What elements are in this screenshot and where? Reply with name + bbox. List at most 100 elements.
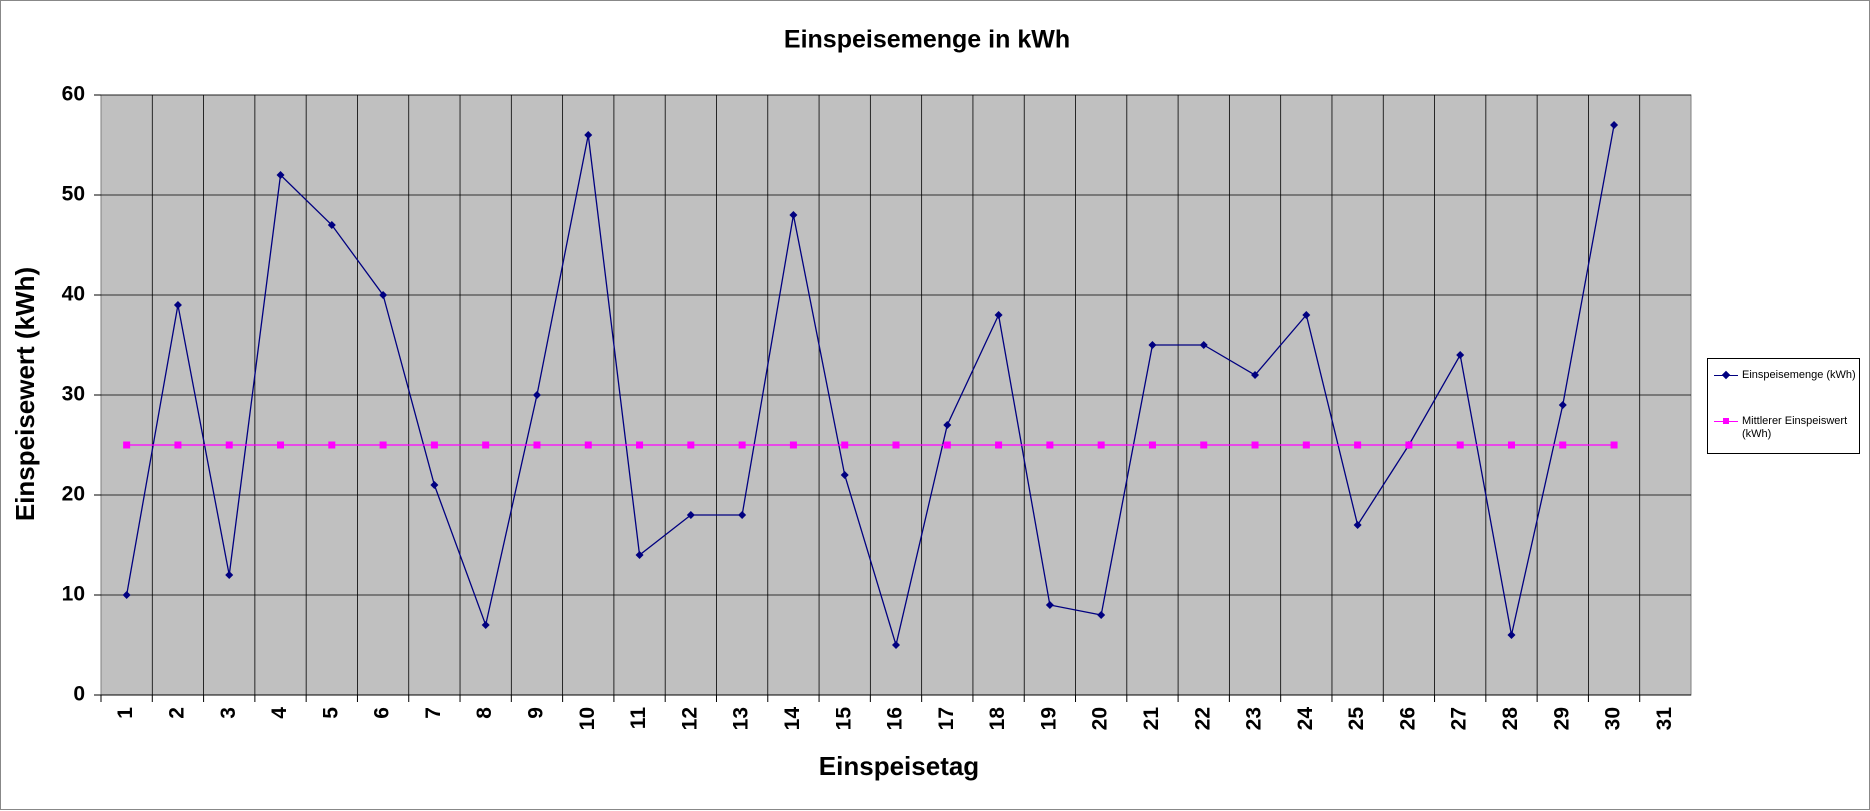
x-tick-label: 17 — [935, 707, 958, 730]
marker — [635, 551, 644, 559]
marker — [892, 441, 900, 449]
legend-swatch — [1714, 418, 1738, 424]
series-line — [126, 124, 1615, 648]
marker — [1251, 441, 1259, 449]
marker — [1097, 441, 1105, 449]
marker — [327, 221, 336, 229]
marker — [1200, 441, 1208, 449]
marker — [481, 621, 490, 629]
x-tick-label: 3 — [217, 707, 240, 719]
marker — [1097, 611, 1106, 619]
marker — [1559, 441, 1567, 449]
x-tick-label: 10 — [576, 707, 599, 730]
marker — [995, 441, 1003, 449]
x-tick-label: 4 — [268, 707, 291, 719]
marker — [174, 441, 182, 449]
x-tick-label: 30 — [1602, 707, 1625, 730]
marker — [533, 441, 541, 449]
marker — [1507, 631, 1516, 639]
x-tick-label: 20 — [1089, 707, 1112, 730]
marker — [1199, 341, 1208, 349]
marker — [1251, 371, 1260, 379]
marker — [277, 441, 285, 449]
legend-marker — [1723, 418, 1729, 424]
marker — [276, 171, 285, 179]
legend-label: Einspeisemenge (kWh) — [1742, 369, 1856, 381]
y-tick-label: 0 — [73, 683, 85, 706]
marker — [584, 131, 593, 139]
marker — [994, 311, 1003, 319]
x-tick-label: 7 — [422, 707, 445, 719]
chart-title: Einspeisemenge in kWh — [784, 26, 1070, 54]
x-tick-label: 9 — [525, 707, 548, 719]
x-tick-label: 8 — [473, 707, 496, 719]
marker — [1045, 601, 1054, 609]
x-tick-label: 27 — [1448, 707, 1471, 730]
x-tick-label: 6 — [371, 707, 394, 719]
x-tick-label: 29 — [1550, 707, 1573, 730]
legend-label: Mittlerer Einspeiswert (kWh) — [1742, 415, 1848, 440]
y-tick-label: 10 — [62, 583, 85, 606]
x-tick-label: 22 — [1191, 707, 1214, 730]
marker — [1148, 441, 1156, 449]
x-tick-label: 13 — [730, 707, 753, 730]
marker — [430, 481, 439, 489]
x-tick-label: 11 — [627, 707, 650, 730]
marker — [636, 441, 644, 449]
marker — [943, 421, 952, 429]
x-tick-label: 23 — [1243, 707, 1266, 730]
x-tick-label: 24 — [1294, 707, 1317, 731]
y-tick-label: 40 — [62, 283, 85, 306]
marker — [1456, 441, 1464, 449]
x-tick-label: 1 — [114, 707, 137, 719]
marker — [225, 571, 234, 579]
marker — [430, 441, 438, 449]
x-tick-label: 5 — [319, 707, 342, 719]
marker — [123, 441, 131, 449]
marker — [1507, 441, 1515, 449]
marker — [1302, 441, 1310, 449]
marker — [1353, 521, 1362, 529]
y-axis-label: Einspeisewert (kWh) — [10, 267, 40, 521]
x-tick-label: 31 — [1653, 707, 1676, 731]
marker — [482, 441, 490, 449]
marker — [173, 301, 182, 309]
legend: Einspeisemenge (kWh) Mittlerer Einspeiswe… — [1707, 358, 1860, 454]
marker — [841, 441, 849, 449]
marker — [328, 441, 336, 449]
x-tick-label: 18 — [986, 707, 1009, 731]
x-tick-label: 15 — [832, 707, 855, 731]
marker — [1046, 441, 1054, 449]
marker — [892, 641, 900, 649]
marker — [738, 441, 746, 449]
x-tick-label: 19 — [1037, 707, 1060, 730]
y-tick-label: 20 — [62, 483, 85, 506]
marker — [379, 441, 387, 449]
marker — [943, 441, 951, 449]
x-tick-label: 26 — [1396, 707, 1419, 730]
x-tick-label: 16 — [884, 707, 907, 730]
y-tick-label: 50 — [62, 183, 85, 206]
marker — [686, 511, 695, 519]
legend-swatch — [1714, 370, 1738, 380]
x-tick-label: 2 — [165, 707, 188, 719]
marker — [1354, 441, 1362, 449]
marker — [738, 511, 747, 519]
marker — [789, 441, 797, 449]
x-tick-label: 25 — [1345, 707, 1368, 731]
marker — [789, 211, 798, 219]
marker — [225, 441, 233, 449]
marker — [1302, 311, 1311, 319]
y-tick-label: 60 — [62, 83, 85, 106]
y-tick-label: 30 — [62, 383, 85, 406]
marker — [840, 471, 849, 479]
marker — [1610, 441, 1618, 449]
x-tick-label: 21 — [1140, 707, 1163, 731]
legend-marker — [1721, 370, 1731, 380]
marker — [1610, 121, 1619, 129]
marker — [1456, 351, 1465, 359]
marker — [532, 391, 541, 399]
marker — [1558, 401, 1567, 409]
